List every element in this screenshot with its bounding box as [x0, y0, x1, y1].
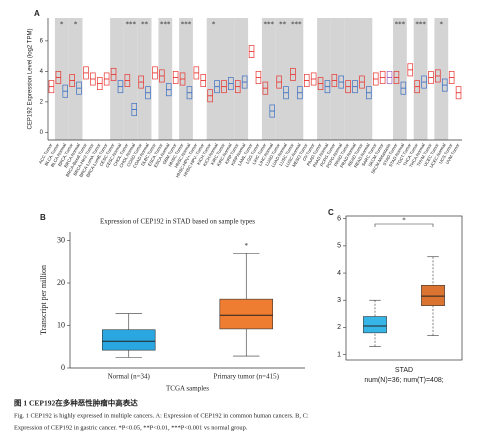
- sample-note: num(N)=36; num(T)=408;: [364, 377, 443, 384]
- y-tick-label: 6: [40, 38, 44, 44]
- panel-label: B: [40, 213, 46, 222]
- pair-shade: [275, 18, 290, 140]
- caption-line: Fig. 1 CEP192 is highly expressed in mul…: [14, 412, 309, 419]
- panel-label: C: [328, 208, 334, 217]
- significance: *: [60, 21, 64, 29]
- pair-shade: [413, 18, 428, 140]
- pair-shade: [220, 18, 235, 140]
- box: [102, 329, 156, 351]
- x-tick-label: Normal (n=34): [108, 373, 151, 381]
- x-tick-label: Primary tumor (n=415): [214, 373, 280, 381]
- significance: *: [402, 217, 406, 225]
- significance: **: [141, 21, 149, 29]
- pair-shade: [358, 18, 373, 140]
- y-tick-label: 2: [337, 324, 341, 331]
- y-tick-label: 0: [61, 363, 65, 372]
- significance: ***: [395, 21, 406, 29]
- y-axis-label: CEP192 Expression Level (log2 TPM): [28, 29, 34, 130]
- box: [219, 298, 273, 330]
- significance: ***: [415, 21, 426, 29]
- caption-line: Expression of CEP192 in gastric cancer. …: [14, 424, 248, 431]
- y-tick-label: 10: [57, 320, 65, 329]
- x-axis-label: STAD: [395, 367, 413, 374]
- pair-shade: [234, 18, 249, 140]
- pair-shade: [158, 18, 173, 140]
- y-tick-label: 30: [57, 235, 65, 244]
- y-tick-label: 20: [57, 278, 65, 287]
- pair-shade: [137, 18, 152, 140]
- pair-shade: [54, 18, 69, 140]
- x-axis-label: TCGA samples: [166, 385, 209, 393]
- plot-frame: [345, 215, 463, 361]
- pair-shade: [110, 18, 124, 140]
- significance: *: [74, 21, 78, 29]
- pair-shade: [123, 18, 138, 140]
- pair-shade: [393, 18, 407, 140]
- chart-title: Expression of CEP192 in STAD based on sa…: [100, 218, 255, 226]
- pair-shade: [330, 18, 345, 140]
- significance: ***: [291, 21, 302, 29]
- significance: **: [279, 21, 287, 29]
- y-tick-label: 6: [337, 216, 341, 223]
- comparison-bracket: [374, 223, 434, 227]
- significance: ***: [264, 21, 275, 29]
- pair-shade: [68, 18, 83, 140]
- y-tick-label: 4: [337, 270, 341, 277]
- panel-label: A: [34, 9, 40, 18]
- significance: *: [212, 21, 216, 29]
- pair-shade: [434, 18, 449, 140]
- pair-shade: [206, 18, 221, 140]
- y-tick-label: 0: [40, 130, 44, 136]
- pair-shade: [344, 18, 359, 140]
- pair-shade: [261, 18, 276, 140]
- pair-shade: [289, 18, 304, 140]
- y-tick-label: 1: [337, 351, 341, 358]
- box: [421, 284, 445, 306]
- y-tick-label: 5: [337, 243, 341, 250]
- significance: *: [440, 21, 444, 29]
- y-tick-label: 4: [40, 69, 44, 75]
- significance: *: [245, 242, 249, 250]
- y-axis-label: Transcript per million: [39, 265, 48, 335]
- caption-title: 图 1 CEP192在多种恶性肿瘤中高表达: [14, 398, 138, 408]
- y-tick-label: 2: [40, 99, 44, 105]
- box: [363, 316, 387, 334]
- y-tick-label: 3: [337, 297, 341, 304]
- significance: ***: [181, 21, 192, 29]
- significance: ***: [160, 21, 171, 29]
- pair-shade: [179, 18, 193, 140]
- pair-shade: [317, 18, 331, 140]
- significance: ***: [126, 21, 137, 29]
